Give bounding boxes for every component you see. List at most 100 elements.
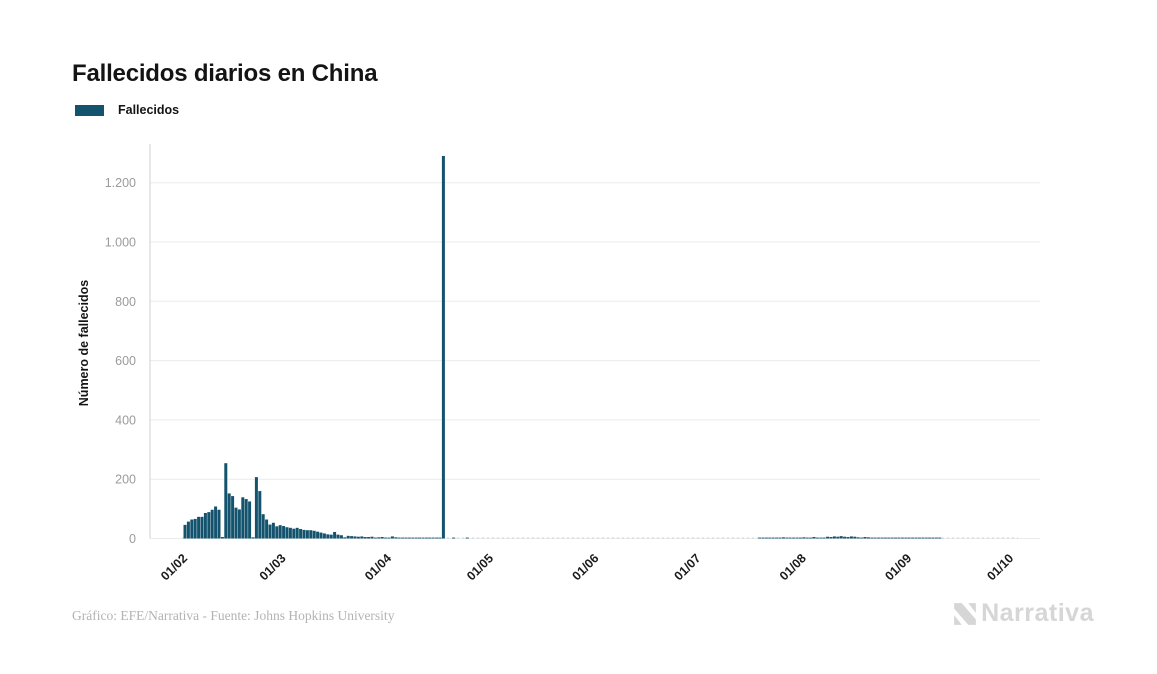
bar xyxy=(227,493,231,539)
bar xyxy=(805,537,809,539)
bar xyxy=(234,507,238,539)
bar xyxy=(768,537,772,539)
bar xyxy=(836,536,840,539)
bar xyxy=(390,536,394,539)
bar xyxy=(231,496,235,539)
bar xyxy=(343,537,347,539)
bar xyxy=(832,536,836,539)
narrativa-n-icon xyxy=(954,602,976,625)
bar xyxy=(316,531,320,539)
bar xyxy=(778,537,782,539)
legend-swatch xyxy=(75,105,104,116)
bar xyxy=(934,537,938,539)
bar xyxy=(785,537,789,539)
y-tick-label: 1.000 xyxy=(105,236,136,250)
legend: Fallecidos xyxy=(75,103,179,117)
bar xyxy=(350,536,354,539)
bar xyxy=(792,537,796,539)
bar xyxy=(241,497,245,539)
bar xyxy=(401,537,405,539)
bar xyxy=(435,537,439,539)
bar xyxy=(339,535,343,539)
bar xyxy=(771,537,775,539)
bar xyxy=(758,537,762,539)
bar xyxy=(846,537,850,539)
bar xyxy=(407,537,411,539)
bar xyxy=(292,528,296,539)
bar xyxy=(809,537,813,539)
bar xyxy=(822,537,826,539)
y-tick-label: 600 xyxy=(115,354,136,368)
bar xyxy=(877,537,881,539)
bar xyxy=(237,509,241,539)
bar xyxy=(866,537,870,539)
bar-chart: 0 200 400 600 800 1.000 1.200 01/02 01/03 01/04 01… xyxy=(77,144,1040,583)
bar xyxy=(921,537,925,539)
bar xyxy=(812,537,816,539)
bar xyxy=(917,537,921,539)
bar xyxy=(326,534,330,539)
bar xyxy=(795,537,799,539)
bar xyxy=(849,536,853,539)
bar xyxy=(302,529,306,539)
bar xyxy=(788,537,792,539)
bar xyxy=(914,537,918,539)
bar xyxy=(305,530,309,539)
bar xyxy=(271,522,275,539)
bar xyxy=(856,537,860,539)
y-tick-label: 800 xyxy=(115,295,136,309)
bar xyxy=(377,537,381,539)
bar xyxy=(329,534,333,539)
legend-label: Fallecidos xyxy=(118,103,180,117)
bar xyxy=(452,537,456,539)
bar xyxy=(295,527,299,539)
bar xyxy=(465,537,469,539)
bar xyxy=(353,536,357,539)
bar xyxy=(370,536,374,539)
bar xyxy=(414,537,418,539)
x-tick-label: 01/06 xyxy=(570,551,602,583)
bar xyxy=(285,527,289,539)
bar xyxy=(203,513,207,539)
bar xyxy=(441,156,445,539)
bar xyxy=(183,524,187,539)
bar xyxy=(853,536,857,539)
x-tick-label: 01/03 xyxy=(257,551,289,583)
bar xyxy=(397,537,401,539)
bar xyxy=(275,526,279,539)
bar xyxy=(278,525,282,539)
narrativa-logo-text: Narrativa xyxy=(981,599,1094,627)
x-tick-label: 01/08 xyxy=(777,551,809,583)
bar xyxy=(931,537,935,539)
bar xyxy=(428,537,432,539)
bar xyxy=(843,536,847,539)
bar xyxy=(887,537,891,539)
bar xyxy=(815,537,819,539)
bar xyxy=(282,526,286,539)
bar xyxy=(911,537,915,539)
bar xyxy=(224,463,228,539)
bar xyxy=(883,537,887,539)
bar xyxy=(190,519,194,539)
bar xyxy=(261,514,265,539)
bar xyxy=(251,537,255,539)
bar xyxy=(248,501,252,539)
bar xyxy=(214,506,218,539)
bar xyxy=(217,509,221,539)
bar xyxy=(424,537,428,539)
bar xyxy=(438,537,442,539)
x-tick-label: 01/05 xyxy=(464,551,496,583)
bar xyxy=(839,536,843,539)
bar xyxy=(863,537,867,539)
bar xyxy=(870,537,874,539)
narrativa-logo: Narrativa xyxy=(952,599,1094,628)
bar xyxy=(761,537,765,539)
bar xyxy=(829,537,833,539)
y-axis-title: Número de fallecidos xyxy=(77,280,91,406)
bar xyxy=(897,537,901,539)
bar xyxy=(819,537,823,539)
bar xyxy=(258,491,262,539)
bar xyxy=(356,536,360,539)
bar xyxy=(938,537,942,539)
